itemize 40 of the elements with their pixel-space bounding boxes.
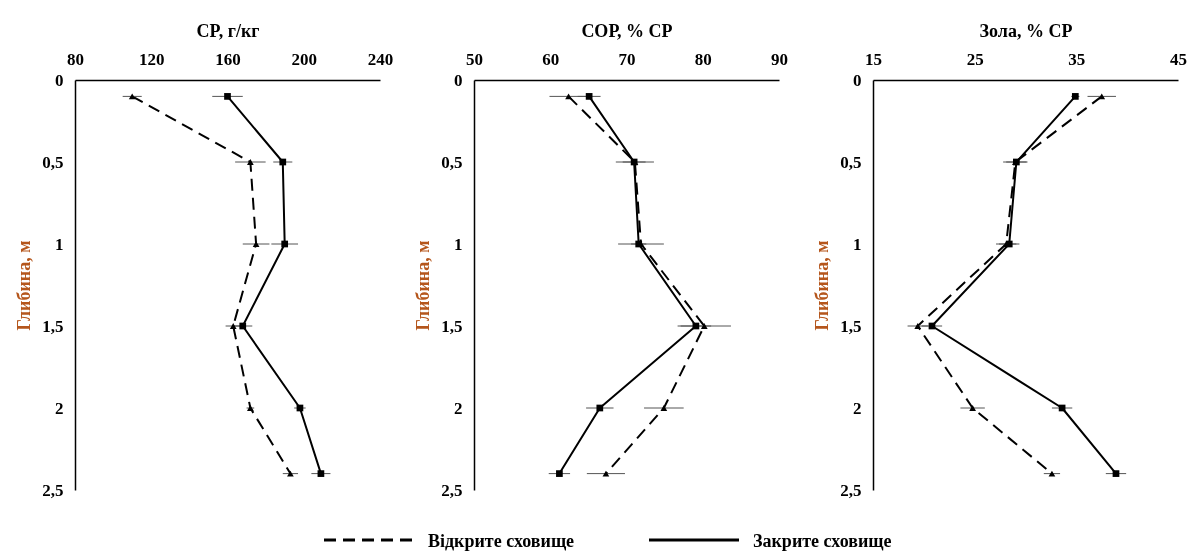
y-tick-label: 1,5 <box>42 316 64 336</box>
legend-label: Закрите сховище <box>753 531 892 551</box>
x-tick-label: 120 <box>139 49 165 69</box>
x-tick-label: 50 <box>466 49 483 69</box>
x-axis-title: CP, г/кг <box>196 20 260 41</box>
x-tick-label: 70 <box>618 49 636 69</box>
y-tick-label: 2,5 <box>840 480 862 500</box>
y-tick-label: 2 <box>55 398 64 418</box>
y-axis-title: Глибина, м <box>14 240 35 331</box>
x-tick-label: 80 <box>67 49 84 69</box>
y-tick-label: 2 <box>454 398 463 418</box>
y-tick-label: 0 <box>454 70 463 90</box>
x-tick-label: 80 <box>694 49 712 69</box>
x-axis-title: Зола, % СР <box>979 20 1073 41</box>
y-tick-label: 1,5 <box>441 316 463 336</box>
y-tick-label: 1 <box>55 234 64 254</box>
legend-label: Відкрите сховище <box>428 531 575 551</box>
x-tick-label: 15 <box>865 49 882 69</box>
x-tick-label: 90 <box>771 49 788 69</box>
y-tick-label: 0 <box>55 70 64 90</box>
x-tick-label: 25 <box>966 49 984 69</box>
y-tick-label: 0,5 <box>441 152 463 172</box>
x-tick-label: 45 <box>1170 49 1187 69</box>
y-tick-label: 2,5 <box>441 480 463 500</box>
y-tick-label: 1 <box>853 234 862 254</box>
y-tick-label: 0,5 <box>840 152 862 172</box>
y-tick-label: 1 <box>454 234 463 254</box>
x-tick-label: 35 <box>1068 49 1086 69</box>
y-tick-label: 1,5 <box>840 316 862 336</box>
y-tick-label: 2 <box>853 398 862 418</box>
y-axis-title: Глибина, м <box>413 240 434 331</box>
x-tick-label: 60 <box>542 49 560 69</box>
y-tick-label: 2,5 <box>42 480 64 500</box>
y-tick-label: 0,5 <box>42 152 64 172</box>
y-tick-label: 0 <box>853 70 862 90</box>
x-tick-label: 160 <box>215 49 241 69</box>
x-tick-label: 240 <box>367 49 394 69</box>
x-tick-label: 200 <box>291 49 317 69</box>
y-axis-title: Глибина, м <box>812 240 833 331</box>
x-axis-title: СОР, % СР <box>581 20 673 41</box>
